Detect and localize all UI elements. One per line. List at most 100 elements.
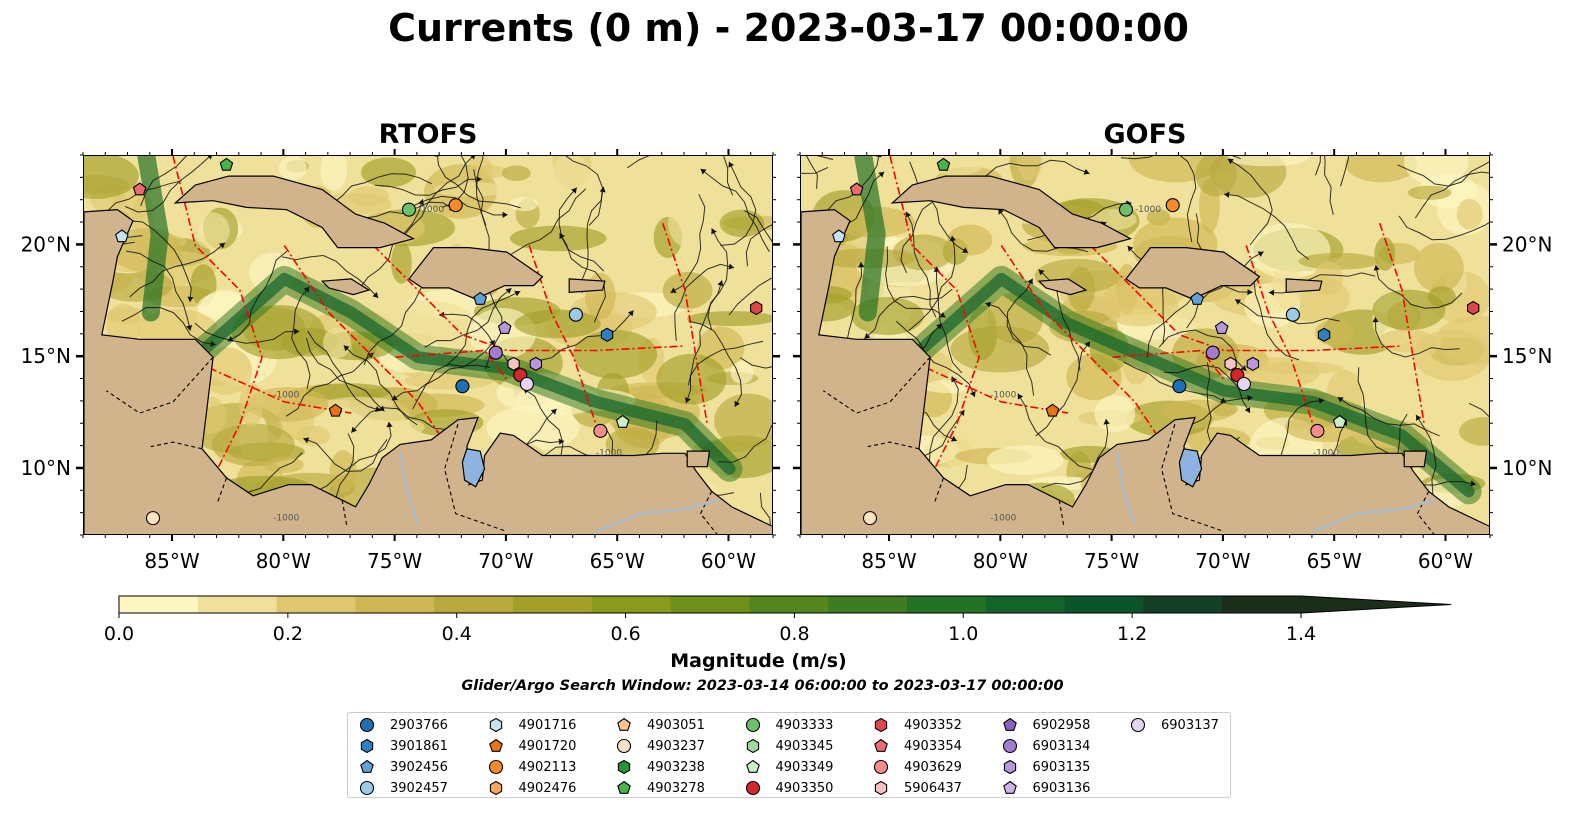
legend-marker-shape bbox=[360, 759, 374, 773]
land-jamaica bbox=[320, 278, 371, 296]
land-trinidad bbox=[1403, 450, 1428, 468]
float-marker-4903352 bbox=[1467, 300, 1480, 316]
float-marker-4903349 bbox=[1332, 414, 1347, 428]
float-marker-4901720 bbox=[1045, 403, 1060, 417]
legend-item: 4903349 bbox=[744, 757, 833, 777]
panel-title-rtofs: RTOFS bbox=[378, 119, 478, 150]
lon-tick-label: 85°W bbox=[861, 549, 916, 573]
legend-marker-shape bbox=[874, 780, 888, 796]
colorbar-tick-label: 0.6 bbox=[610, 623, 640, 645]
legend-item: 4903352 bbox=[872, 715, 962, 735]
float-marker-6903134 bbox=[488, 345, 503, 360]
map-gofs: -1000 -1000 -1000 -1000 bbox=[800, 155, 1490, 535]
legend-label: 6902958 bbox=[1032, 717, 1091, 733]
colorbar-segment bbox=[119, 596, 199, 613]
legend-item: 4901720 bbox=[487, 736, 576, 756]
float-marker-4903278 bbox=[936, 157, 951, 171]
legend-marker-icon bbox=[488, 759, 503, 775]
land bbox=[801, 175, 1489, 534]
bathy-contour-label: -1000 bbox=[1313, 449, 1339, 459]
colorbar-tick-label: 0.2 bbox=[273, 623, 303, 645]
float-marker-3902456 bbox=[473, 291, 488, 305]
float-marker-4903352 bbox=[750, 300, 763, 316]
legend-marker-icon bbox=[874, 738, 888, 752]
land-puertorico bbox=[568, 278, 606, 294]
land-jamaica bbox=[1037, 278, 1088, 296]
lat-tick-label: 10°N bbox=[21, 456, 71, 480]
float-marker-6903135 bbox=[529, 356, 543, 372]
legend-marker-icon bbox=[360, 759, 374, 773]
legend-label: 4902113 bbox=[518, 759, 577, 775]
float-marker-4903354 bbox=[132, 182, 147, 196]
lon-tick-label: 80°W bbox=[973, 549, 1028, 573]
lon-tick-label: 75°W bbox=[1084, 549, 1139, 573]
land-yucatan bbox=[84, 208, 772, 534]
legend-item: 6903137 bbox=[1129, 715, 1219, 735]
legend-marker-shape bbox=[617, 780, 631, 794]
colorbar-tick-label: 1.0 bbox=[948, 623, 978, 645]
legend-label: 3901861 bbox=[390, 738, 448, 754]
legend-marker-icon bbox=[745, 780, 760, 796]
colorbar-tick-label: 1.2 bbox=[1117, 623, 1147, 645]
lon-tick-label: 60°W bbox=[701, 549, 756, 573]
colorbar-tick-label: 0.8 bbox=[779, 623, 809, 645]
legend-item: 4902476 bbox=[487, 778, 576, 798]
float-marker-4903237 bbox=[145, 511, 161, 526]
legend-marker-icon bbox=[745, 717, 760, 733]
legend-marker-shape bbox=[1002, 717, 1017, 731]
colorbar-segment bbox=[1064, 596, 1144, 613]
lon-tick-label: 70°W bbox=[1195, 549, 1250, 573]
legend-marker-shape bbox=[1002, 780, 1017, 794]
lat-tick-label: 15°N bbox=[21, 344, 71, 368]
land-trinidad bbox=[686, 450, 711, 468]
map-rtofs-canvas: -1000 -1000 -1000 -1000 bbox=[84, 156, 772, 534]
legend-item: 4903354 bbox=[872, 736, 962, 756]
colorbar-segment bbox=[907, 596, 987, 613]
legend-item: 4903345 bbox=[744, 736, 834, 756]
legend-item: 3901861 bbox=[358, 736, 448, 756]
colorbar-segment bbox=[355, 596, 435, 613]
legend-item: 6903136 bbox=[1001, 778, 1090, 798]
legend-marker-shape bbox=[745, 759, 760, 773]
legend-marker-shape bbox=[873, 759, 889, 775]
bathy-contour-label: -1000 bbox=[990, 390, 1016, 400]
legend-marker-shape bbox=[874, 717, 888, 733]
float-marker-3902456 bbox=[1190, 291, 1205, 305]
legend-marker-shape bbox=[488, 738, 503, 752]
legend-marker-icon bbox=[617, 759, 631, 775]
legend-marker-icon bbox=[489, 717, 502, 733]
float-marker-3901861 bbox=[600, 327, 614, 342]
colorbar: 0.0 0.2 0.4 0.6 0.8 1.0 1.2 1.4 bbox=[104, 595, 1452, 645]
legend-item: 4903238 bbox=[615, 757, 705, 777]
bathy-contour-label: -1000 bbox=[273, 513, 299, 523]
legend-marker-icon bbox=[360, 738, 374, 754]
float-marker-4902113 bbox=[448, 198, 463, 213]
legend-marker-icon bbox=[1002, 780, 1017, 794]
legend-marker-icon bbox=[1130, 717, 1146, 733]
land-yucatan bbox=[801, 208, 1489, 534]
legend-marker-shape bbox=[616, 738, 632, 754]
search-window-caption: Glider/Argo Search Window: 2023-03-14 06… bbox=[461, 678, 1064, 694]
lat-tick-label: 20°N bbox=[1502, 232, 1552, 256]
legend-marker-icon bbox=[874, 780, 888, 796]
colorbar-label: Magnitude (m/s) bbox=[670, 650, 847, 672]
legend-marker-icon bbox=[745, 759, 760, 773]
legend-label: 2903766 bbox=[390, 717, 448, 733]
legend-label: 4903237 bbox=[647, 738, 705, 754]
legend-marker-shape bbox=[489, 780, 502, 796]
float-marker-2903766 bbox=[455, 379, 470, 394]
float-marker-3902457 bbox=[1285, 307, 1300, 322]
legend-marker-icon bbox=[1002, 738, 1017, 754]
legend-label: 4903345 bbox=[775, 738, 834, 754]
colorbar-segment bbox=[1222, 596, 1302, 613]
lon-tick-label: 65°W bbox=[590, 549, 645, 573]
float-marker-4903333 bbox=[1118, 202, 1134, 217]
float-marker-6903136 bbox=[497, 320, 512, 334]
colorbar-segment bbox=[434, 596, 514, 613]
float-marker-3901861 bbox=[1317, 327, 1331, 342]
bathy-contour-label: -1000 bbox=[1135, 205, 1161, 215]
legend-label: 4903238 bbox=[647, 759, 705, 775]
land-hispaniola bbox=[1125, 247, 1261, 300]
float-marker-4903278 bbox=[219, 157, 234, 171]
